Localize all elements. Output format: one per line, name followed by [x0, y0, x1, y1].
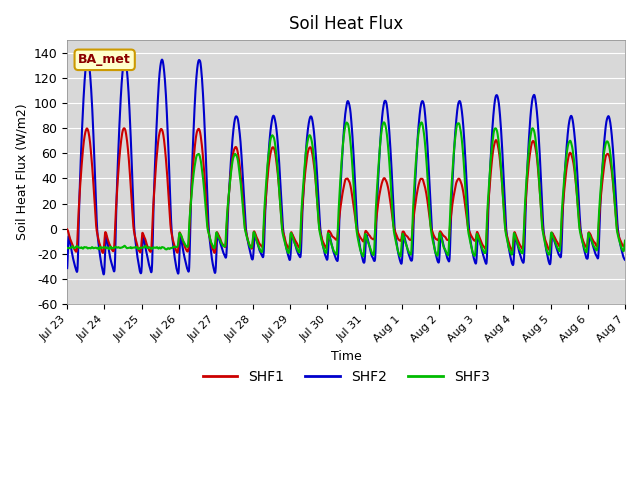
Legend: SHF1, SHF2, SHF3: SHF1, SHF2, SHF3 — [197, 364, 495, 390]
Y-axis label: Soil Heat Flux (W/m2): Soil Heat Flux (W/m2) — [15, 104, 28, 240]
Title: Soil Heat Flux: Soil Heat Flux — [289, 15, 403, 33]
Text: BA_met: BA_met — [78, 53, 131, 66]
X-axis label: Time: Time — [331, 349, 362, 362]
